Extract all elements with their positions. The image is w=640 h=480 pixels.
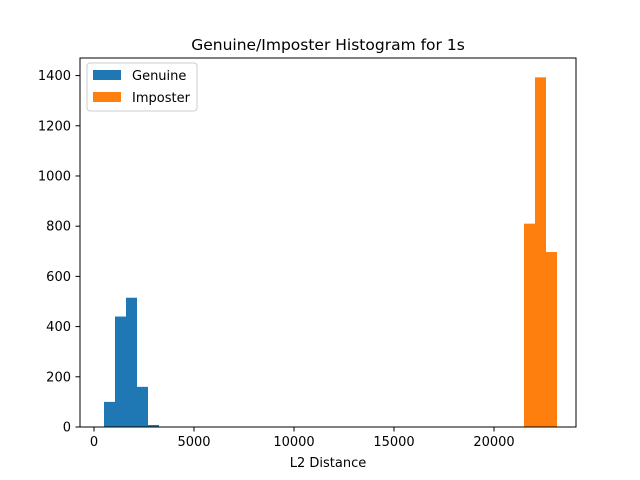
y-tick-label: 400 xyxy=(46,320,71,335)
x-tick-label: 20000 xyxy=(473,435,514,450)
y-axis: 0 200 400 600 800 1000 1200 1400 xyxy=(38,69,80,436)
legend-swatch-imposter xyxy=(93,92,121,102)
y-tick-label: 800 xyxy=(46,220,71,235)
plot-frame xyxy=(79,57,577,428)
genuine-bar-0 xyxy=(104,401,115,427)
x-tick-label: 5000 xyxy=(177,435,210,450)
imposter-bar-2 xyxy=(546,252,557,427)
imposter-bar-0 xyxy=(524,223,535,427)
x-axis-label: L2 Distance xyxy=(290,456,367,471)
bars-layer xyxy=(104,77,557,427)
genuine-bar-2 xyxy=(126,297,137,427)
y-tick-label: 600 xyxy=(46,270,71,285)
legend-label-imposter: Imposter xyxy=(132,91,191,106)
y-tick-label: 1000 xyxy=(38,169,71,184)
x-tick-label: 10000 xyxy=(273,435,314,450)
y-tick-label: 0 xyxy=(63,421,71,436)
x-axis: 0 5000 10000 15000 20000 xyxy=(90,427,515,450)
chart-title: Genuine/Imposter Histogram for 1s xyxy=(191,36,465,54)
y-tick-label: 1200 xyxy=(38,119,71,134)
legend: Genuine Imposter xyxy=(86,62,198,112)
genuine-bar-1 xyxy=(115,316,126,427)
legend-label-genuine: Genuine xyxy=(132,69,186,84)
x-tick-label: 0 xyxy=(90,435,98,450)
y-tick-label: 1400 xyxy=(38,69,71,84)
x-tick-label: 15000 xyxy=(373,435,414,450)
imposter-bar-1 xyxy=(535,77,546,427)
genuine-bar-4 xyxy=(148,424,159,427)
legend-swatch-genuine xyxy=(93,70,121,80)
genuine-bar-3 xyxy=(137,386,148,427)
y-tick-label: 200 xyxy=(46,370,71,385)
